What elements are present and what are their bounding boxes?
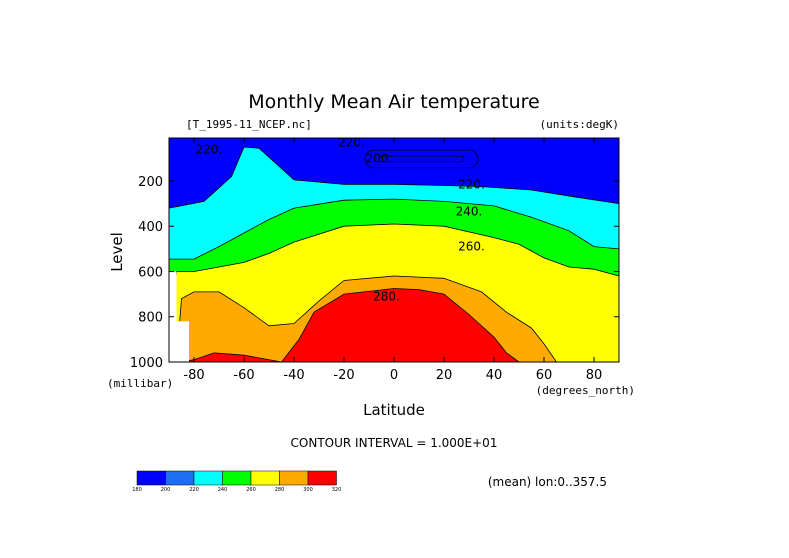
plot-area xyxy=(168,138,620,363)
x-axis-label: Latitude xyxy=(363,401,425,419)
x-tick-label: 60 xyxy=(536,368,553,383)
y-axis: 200 400 600 800 1000 xyxy=(130,175,619,371)
colorbar-label: 300 xyxy=(303,487,313,493)
colorbar-swatch xyxy=(307,470,337,486)
x-tick-label: -40 xyxy=(283,368,304,383)
colorbar-label: 200 xyxy=(161,487,171,493)
colorbar-label: 220 xyxy=(189,487,199,493)
averaging-note: (mean) lon:0..357.5 xyxy=(488,475,607,489)
y-tick-label: 600 xyxy=(138,265,163,280)
y-tick-label: 400 xyxy=(138,220,163,235)
colorbar-label: 180 xyxy=(132,487,142,493)
x-tick-label: 20 xyxy=(436,368,453,383)
x-tick-label: -20 xyxy=(333,368,354,383)
y-tick-label: 800 xyxy=(138,311,163,326)
x-tick-label: 0 xyxy=(390,368,398,383)
colorbar-swatch xyxy=(136,470,166,486)
units-label: (units:degK) xyxy=(540,118,619,131)
colorbar-swatch xyxy=(279,470,309,486)
contour-label: 260. xyxy=(458,240,485,254)
colorbar-swatch xyxy=(165,470,195,486)
dataset-label: [T_1995-11_NCEP.nc] xyxy=(186,118,312,131)
colorbar-swatch xyxy=(250,470,280,486)
contour-label: 280. xyxy=(373,289,400,303)
x-tick-label: -60 xyxy=(233,368,254,383)
colorbar-label: 320 xyxy=(332,487,342,493)
contour-260 xyxy=(168,223,620,363)
colorbar-swatch xyxy=(222,470,252,486)
colorbar-swatch xyxy=(193,470,223,486)
contour-label: 220. xyxy=(458,177,485,191)
colorbar: 180 200 220 240 260 280 300 320 xyxy=(132,470,342,493)
contour-label: 240. xyxy=(456,205,483,219)
contour-label: 200. xyxy=(366,151,393,165)
contour-label: 220. xyxy=(338,136,365,150)
contour-200-outer xyxy=(364,149,479,169)
chart-title: Monthly Mean Air temperature xyxy=(248,91,539,113)
contour-300 xyxy=(181,288,520,363)
missing-data-lower xyxy=(169,321,189,362)
contour-label: 220. xyxy=(196,142,223,156)
y-tick-label: 1000 xyxy=(130,356,163,371)
y-axis-label: Level xyxy=(108,232,126,272)
x-axis: -80 -60 -40 -20 0 20 40 60 80 xyxy=(183,138,602,383)
contour-labels: 220. 220.200.220.240.260.280. xyxy=(196,136,485,304)
x-axis-units: (degrees_north) xyxy=(536,384,635,397)
contour-interval-text: CONTOUR INTERVAL = 1.000E+01 xyxy=(291,436,498,450)
contour-200 xyxy=(378,155,465,163)
colorbar-label: 280 xyxy=(275,487,285,493)
colorbar-label: 260 xyxy=(246,487,256,493)
band-320 xyxy=(181,288,519,362)
contour-240 xyxy=(169,198,620,260)
x-tick-label: -80 xyxy=(183,368,204,383)
colorbar-label: 240 xyxy=(218,487,228,493)
y-axis-units: (millibar) xyxy=(107,377,173,390)
x-tick-label: 40 xyxy=(486,368,503,383)
y-tick-label: 200 xyxy=(138,175,163,190)
contour-220 xyxy=(168,146,620,209)
x-tick-label: 80 xyxy=(586,368,603,383)
